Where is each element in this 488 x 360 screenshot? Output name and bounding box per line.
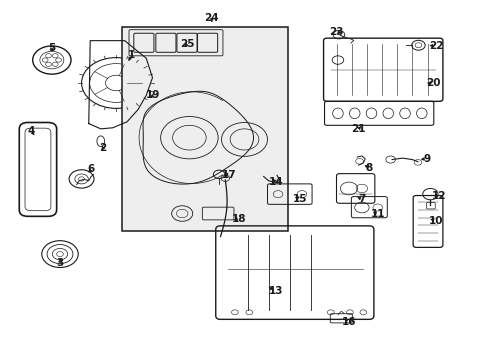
Text: 3: 3 — [56, 258, 63, 268]
FancyBboxPatch shape — [122, 27, 287, 231]
Text: 22: 22 — [428, 41, 443, 51]
Text: 14: 14 — [268, 177, 283, 187]
Text: 23: 23 — [328, 27, 343, 37]
Text: 17: 17 — [222, 170, 236, 180]
Text: 13: 13 — [268, 286, 283, 296]
Text: 2: 2 — [99, 143, 106, 153]
Text: 7: 7 — [358, 194, 365, 204]
Text: 20: 20 — [426, 78, 440, 88]
Text: 15: 15 — [292, 194, 306, 204]
Text: 8: 8 — [365, 163, 372, 173]
Text: 5: 5 — [48, 43, 55, 53]
Text: 4: 4 — [27, 126, 35, 136]
Text: 9: 9 — [422, 154, 429, 164]
Text: 19: 19 — [146, 90, 160, 100]
Text: 6: 6 — [87, 165, 95, 174]
Text: 25: 25 — [180, 39, 194, 49]
Text: 21: 21 — [350, 124, 365, 134]
Text: 18: 18 — [231, 214, 245, 224]
Text: 16: 16 — [341, 317, 355, 327]
Text: 11: 11 — [370, 208, 384, 219]
Text: 24: 24 — [204, 13, 219, 23]
Text: 1: 1 — [128, 50, 135, 60]
Text: 10: 10 — [428, 216, 443, 226]
Text: 12: 12 — [430, 191, 445, 201]
